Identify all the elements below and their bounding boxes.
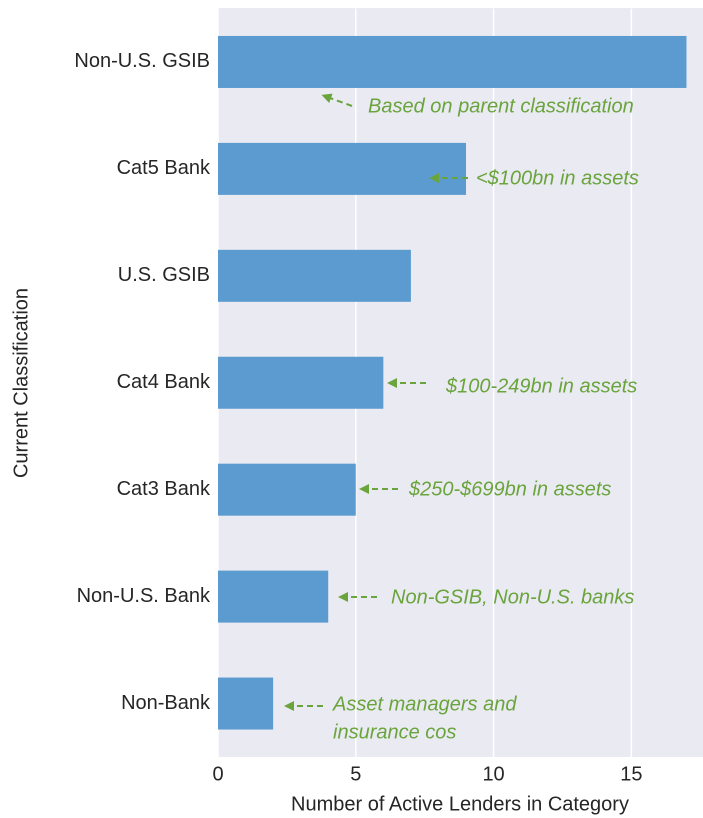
bar (218, 249, 411, 302)
bar (218, 142, 467, 195)
annotation: Based on parent classification (368, 95, 634, 117)
x-axis-label: Number of Active Lenders in Category (291, 793, 629, 815)
bar (218, 463, 356, 516)
x-tick-label: 10 (482, 763, 504, 785)
y-axis-label: Current Classification (10, 288, 32, 478)
annotation: Asset managers and (332, 693, 517, 715)
y-tick-label: Cat3 Bank (117, 478, 211, 500)
x-tick-label: 15 (620, 763, 642, 785)
annotation: Non-GSIB, Non-U.S. banks (391, 586, 634, 608)
annotation: <$100bn in assets (476, 167, 639, 189)
x-tick-label: 5 (350, 763, 361, 785)
y-tick-label: Cat5 Bank (117, 157, 211, 179)
annotation: $250-$699bn in assets (408, 478, 611, 500)
bar (218, 35, 687, 88)
annotation: $100-249bn in assets (445, 375, 637, 397)
y-tick-label: Non-Bank (121, 692, 211, 714)
y-tick-label: Non-U.S. GSIB (74, 50, 210, 72)
bar (218, 356, 384, 409)
annotation: insurance cos (333, 721, 456, 743)
y-tick-label: Cat4 Bank (117, 371, 211, 393)
bar (218, 570, 329, 623)
bar (218, 677, 274, 730)
y-tick-label: Non-U.S. Bank (77, 585, 211, 607)
x-tick-label: 0 (212, 763, 223, 785)
y-tick-label: U.S. GSIB (118, 264, 210, 286)
annotation-arrow (321, 93, 353, 107)
